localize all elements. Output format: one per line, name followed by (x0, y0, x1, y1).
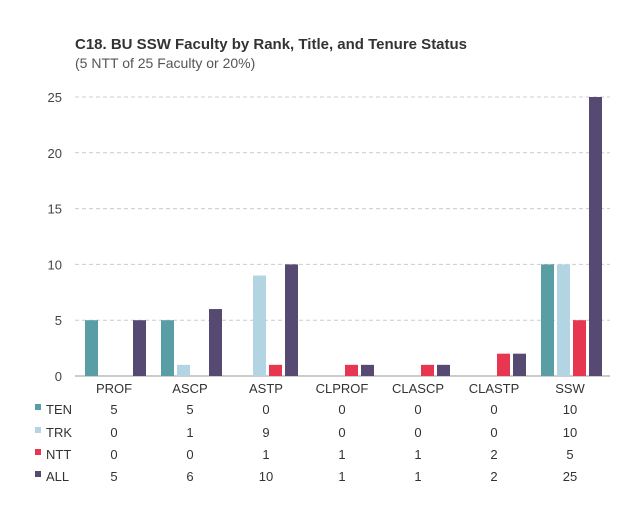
table-cell: 5 (110, 469, 117, 484)
y-tick-label: 10 (48, 257, 62, 272)
bar-all-ascp (209, 309, 222, 376)
bar-all-astp (285, 264, 298, 376)
legend-label-all: ALL (46, 469, 69, 484)
table-cell: 0 (414, 402, 421, 417)
table-cell: 5 (186, 402, 193, 417)
bar-ntt-clastp (497, 353, 510, 376)
table-cell: 0 (110, 425, 117, 440)
table-cell: 1 (414, 469, 421, 484)
bar-ten-prof (85, 320, 98, 376)
table-cell: 0 (338, 402, 345, 417)
table-cell: 0 (110, 447, 117, 462)
table-cell: 10 (563, 402, 577, 417)
table-cell: 1 (186, 425, 193, 440)
table-cell: 10 (563, 425, 577, 440)
bar-ten-ssw (541, 264, 554, 376)
category-label: CLASTP (469, 381, 520, 396)
bar-ntt-astp (269, 364, 282, 376)
bar-all-clprof (361, 364, 374, 376)
table-cell: 0 (186, 447, 193, 462)
table-cell: 0 (490, 425, 497, 440)
bar-ten-ascp (161, 320, 174, 376)
gridlines (75, 96, 610, 377)
bar-trk-ssw (557, 264, 570, 376)
table-cell: 1 (338, 447, 345, 462)
bar-trk-ascp (177, 364, 190, 376)
table-cell: 0 (262, 402, 269, 417)
bar-all-clastp (513, 353, 526, 376)
bar-trk-astp (253, 275, 266, 376)
table-cell: 2 (490, 469, 497, 484)
table-cell: 1 (414, 447, 421, 462)
category-label: SSW (555, 381, 585, 396)
table-cell: 6 (186, 469, 193, 484)
table-cell: 25 (563, 469, 577, 484)
table-cell: 0 (414, 425, 421, 440)
table-cell: 9 (262, 425, 269, 440)
bar-ntt-clascp (421, 364, 434, 376)
legend-swatch-ten (35, 404, 41, 410)
y-tick-label: 25 (48, 90, 62, 105)
legend-label-trk: TRK (46, 425, 72, 440)
category-label: CLASCP (392, 381, 444, 396)
legend-swatch-ntt (35, 449, 41, 455)
table-cell: 1 (338, 469, 345, 484)
x-axis-categories: PROF ASCP ASTP CLPROF CLASCP CLASTP SSW (96, 381, 586, 396)
legend-label-ntt: NTT (46, 447, 71, 462)
y-axis-ticks: 0 5 10 15 20 25 (48, 90, 62, 384)
category-label: CLPROF (316, 381, 369, 396)
legend-label-ten: TEN (46, 402, 72, 417)
table-cell: 0 (490, 402, 497, 417)
chart-subtitle: (5 NTT of 25 Faculty or 20%) (75, 55, 255, 71)
bar-ntt-ssw (573, 320, 586, 376)
legend-swatch-trk (35, 427, 41, 433)
bar-all-clascp (437, 364, 450, 376)
y-tick-label: 5 (55, 313, 62, 328)
bar-all-ssw (589, 97, 602, 376)
bar-all-prof (133, 320, 146, 376)
y-tick-label: 20 (48, 146, 62, 161)
legend-swatch-all (35, 471, 41, 477)
category-label: PROF (96, 381, 132, 396)
table-cell: 10 (259, 469, 273, 484)
table-cell: 0 (338, 425, 345, 440)
table-cell: 5 (110, 402, 117, 417)
category-label: ASTP (249, 381, 283, 396)
bar-ntt-clprof (345, 364, 358, 376)
bars (85, 97, 602, 376)
table-cell: 2 (490, 447, 497, 462)
chart-title: C18. BU SSW Faculty by Rank, Title, and … (75, 36, 467, 53)
table-cell: 1 (262, 447, 269, 462)
y-tick-label: 0 (55, 369, 62, 384)
category-label: ASCP (172, 381, 207, 396)
y-tick-label: 15 (48, 202, 62, 217)
table-cell: 5 (566, 447, 573, 462)
